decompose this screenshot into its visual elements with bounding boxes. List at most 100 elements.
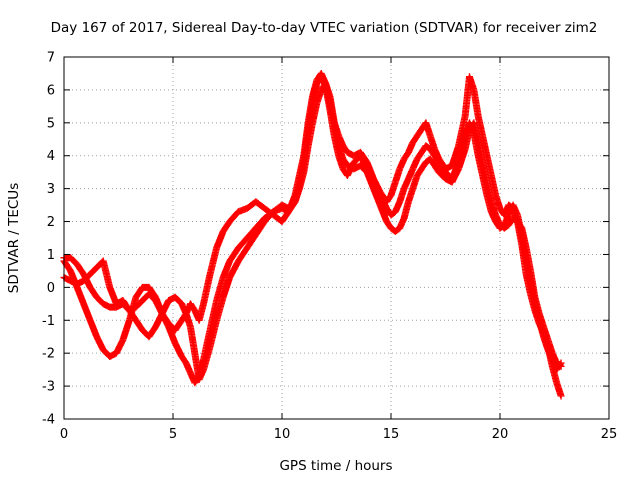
y-tick-label: -2 (42, 347, 55, 362)
chart-title: Day 167 of 2017, Sidereal Day-to-day VTE… (51, 20, 598, 36)
data-trail (159, 311, 172, 326)
data-trail (436, 169, 448, 182)
data-trail (146, 291, 158, 303)
data-trail (364, 160, 377, 181)
x-tick-labels: 0 5 10 15 20 25 (60, 427, 617, 442)
x-tick-label: 0 (60, 427, 68, 442)
data-trail (187, 324, 199, 356)
y-tick-label: 3 (47, 182, 55, 197)
data-trail (392, 225, 403, 235)
x-tick-label: 25 (601, 427, 618, 442)
data-trail (200, 272, 214, 306)
data-trail (414, 150, 425, 162)
data-trail (146, 324, 159, 339)
data-trail (133, 298, 145, 310)
data-trail (253, 199, 267, 211)
data-trail (100, 259, 113, 290)
data-trail (172, 318, 185, 333)
data-trail (384, 193, 394, 204)
plot-frame (63, 56, 610, 420)
data-trail (410, 133, 420, 145)
data-trail (377, 202, 390, 224)
data-trail (165, 324, 179, 346)
y-tick-label: 0 (47, 281, 55, 296)
data-trail (384, 219, 394, 231)
data-trail (206, 245, 220, 277)
data-trail (449, 160, 462, 181)
data-point (557, 392, 565, 400)
data-trail (309, 78, 320, 99)
data-trail (431, 163, 442, 175)
data-trail (196, 301, 207, 323)
data-trail (133, 318, 146, 333)
x-tick-label: 5 (169, 427, 177, 442)
data-trail (172, 294, 185, 307)
data-trail (300, 120, 312, 158)
x-tick-label: 20 (492, 427, 509, 442)
data-trail (423, 143, 433, 152)
data-trail (213, 295, 227, 323)
y-tick-label: 1 (47, 248, 55, 263)
data-trail (206, 318, 220, 349)
data-trail (179, 311, 189, 323)
series-track-a (60, 79, 565, 384)
data-trail (196, 357, 207, 379)
y-axis-label: SDTVAR / TECUs (6, 183, 22, 293)
data-trail (506, 202, 516, 212)
y-tick-label: 4 (47, 149, 55, 164)
data-trail (262, 205, 276, 218)
data-trail (401, 150, 412, 162)
data-trail (227, 209, 241, 224)
data-trail (340, 143, 351, 155)
y-tick-label: -4 (42, 413, 55, 428)
data-trail (388, 225, 398, 235)
data-trail (213, 229, 227, 251)
data-trail (470, 87, 482, 119)
data-trail (285, 193, 299, 214)
y-tick-label: 6 (47, 83, 55, 98)
data-trail (80, 301, 94, 323)
data-trail (226, 258, 242, 280)
y-tick-label: -1 (42, 314, 55, 329)
data-trail (554, 360, 564, 372)
data-trail (357, 150, 370, 165)
data-trail (81, 271, 93, 284)
x-tick-label: 15 (383, 427, 400, 442)
x-axis-label: GPS time / hours (279, 458, 392, 474)
data-trail (74, 285, 87, 306)
data-point (557, 359, 565, 367)
data-trail (549, 364, 560, 385)
y-tick-labels: -4 -3 -2 -1 0 1 2 3 4 5 6 7 (42, 51, 55, 428)
data-trail (87, 265, 100, 277)
y-tick-label: 2 (47, 215, 55, 230)
data-trail (192, 374, 202, 385)
data-trail (61, 258, 74, 274)
data-trail (279, 209, 292, 224)
data-trail (213, 275, 227, 303)
data-trail (527, 291, 538, 313)
data-trail (220, 275, 233, 300)
data-trail (414, 127, 425, 139)
data-trail (235, 235, 250, 251)
data-trail (187, 301, 198, 313)
data-trail (244, 225, 259, 241)
data-trail (227, 245, 242, 264)
series-track-b (60, 73, 565, 387)
data-trail (87, 318, 100, 339)
data-trail (340, 156, 351, 168)
data-trail (220, 258, 233, 280)
series-track-c (60, 69, 565, 400)
data-trail (449, 143, 462, 168)
data-trail (455, 134, 469, 165)
data-trail (427, 156, 438, 168)
axis-ticks (63, 56, 610, 420)
data-trail (501, 222, 512, 231)
data-trail (220, 219, 233, 234)
data-trail (414, 166, 425, 178)
data-trail (244, 232, 259, 251)
data-trail (253, 215, 268, 231)
data-trail (497, 222, 507, 231)
data-trail (388, 208, 398, 218)
data-trail (74, 262, 87, 277)
